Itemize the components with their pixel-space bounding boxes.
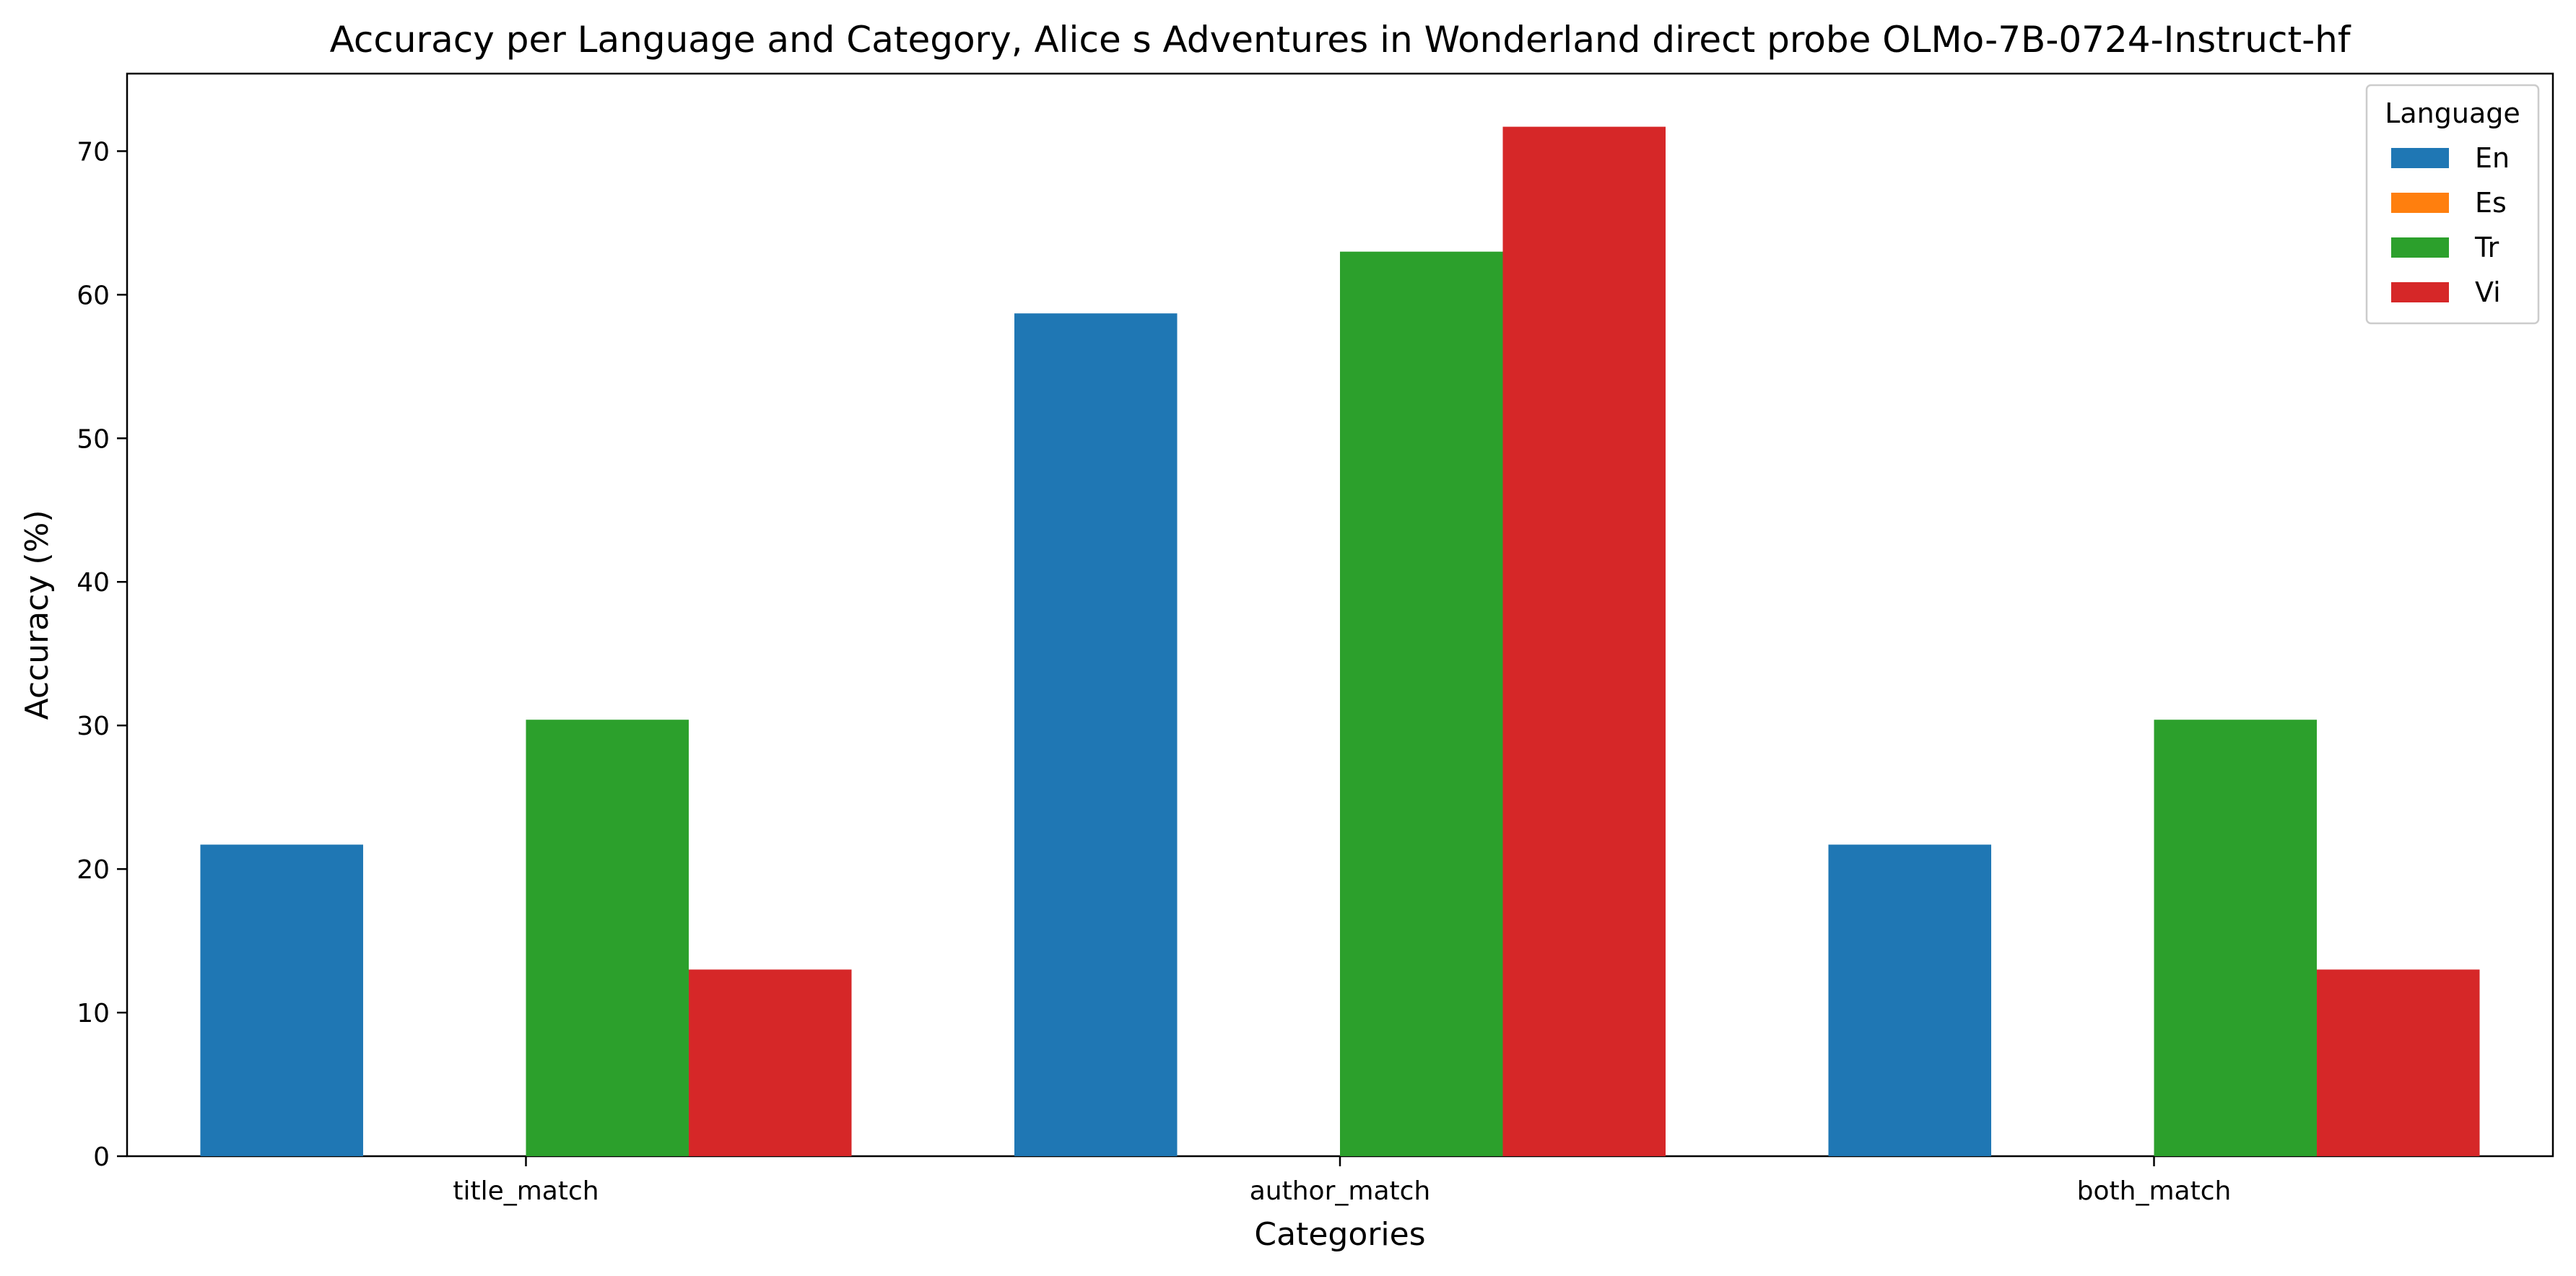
y-tick-label: 60 — [77, 281, 110, 310]
legend-swatch-en — [2391, 148, 2449, 168]
bar-vi-both_match — [2317, 969, 2480, 1156]
x-tick-label: title_match — [453, 1176, 599, 1206]
bar-tr-title_match — [526, 720, 689, 1156]
chart-title: Accuracy per Language and Category, Alic… — [330, 19, 2351, 61]
legend-swatch-vi — [2391, 282, 2449, 302]
bar-en-both_match — [1828, 844, 1992, 1156]
legend-label-en: En — [2475, 142, 2510, 174]
legend-label-es: Es — [2475, 187, 2507, 219]
bars-layer — [200, 126, 2480, 1157]
legend-swatch-es — [2391, 193, 2449, 213]
bar-vi-title_match — [688, 969, 852, 1156]
y-axis: 0 10 20 30 40 50 60 70 — [77, 137, 127, 1172]
x-tick-label: both_match — [2077, 1176, 2232, 1206]
bar-tr-both_match — [2154, 720, 2318, 1156]
y-tick-label: 0 — [93, 1142, 110, 1172]
legend-label-vi: Vi — [2475, 276, 2501, 308]
legend: Language En Es Tr Vi — [2365, 84, 2540, 325]
y-tick-label: 30 — [77, 712, 110, 741]
bar-tr-author_match — [1340, 251, 1503, 1157]
y-axis-label: Accuracy (%) — [19, 510, 56, 720]
y-tick-label: 20 — [77, 855, 110, 885]
bar-en-title_match — [200, 844, 363, 1156]
x-axis: title_match author_match both_match — [453, 1156, 2231, 1206]
y-tick-label: 70 — [77, 137, 110, 167]
bar-en-author_match — [1014, 313, 1178, 1157]
bar-vi-author_match — [1502, 126, 1666, 1157]
y-tick-label: 40 — [77, 568, 110, 598]
x-tick-label: author_match — [1250, 1176, 1431, 1206]
y-tick-label: 10 — [77, 999, 110, 1028]
legend-label-tr: Tr — [2474, 232, 2499, 263]
legend-swatch-tr — [2391, 237, 2449, 258]
x-axis-label: Categories — [1254, 1216, 1425, 1253]
plot-area: 0 10 20 30 40 50 60 70 title_match author_match b… — [77, 72, 2554, 1206]
legend-title: Language — [2385, 97, 2520, 129]
legend-items: En Es Tr Vi — [2391, 142, 2510, 308]
y-tick-label: 50 — [77, 424, 110, 454]
legend-box — [2365, 84, 2540, 325]
